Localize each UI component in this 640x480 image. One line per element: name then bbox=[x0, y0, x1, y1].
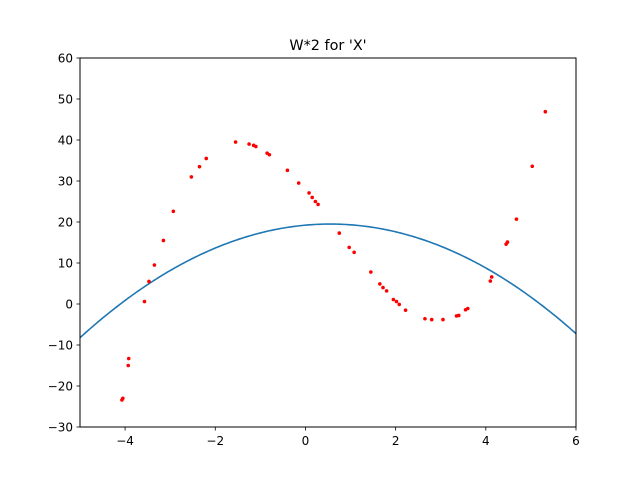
data-point bbox=[126, 363, 131, 368]
x-tick-label: 0 bbox=[302, 434, 310, 448]
data-point bbox=[171, 209, 176, 214]
data-point bbox=[397, 302, 402, 307]
data-point bbox=[307, 191, 311, 195]
data-point bbox=[233, 140, 238, 144]
data-point bbox=[142, 299, 147, 304]
data-point bbox=[254, 144, 258, 149]
data-point bbox=[488, 279, 493, 283]
data-point bbox=[514, 217, 519, 221]
data-point bbox=[313, 199, 318, 204]
data-point bbox=[337, 231, 342, 235]
data-point bbox=[391, 297, 396, 302]
y-tick-label: −20 bbox=[48, 379, 73, 393]
data-point bbox=[369, 270, 373, 274]
y-tick-label: 0 bbox=[65, 297, 73, 311]
chart-title: W*2 for 'X' bbox=[289, 38, 366, 54]
data-point bbox=[543, 109, 548, 114]
x-tick-label: 6 bbox=[572, 434, 580, 448]
data-point bbox=[378, 282, 382, 286]
y-tick-label: 10 bbox=[58, 256, 73, 270]
data-point bbox=[394, 299, 399, 304]
data-point bbox=[429, 317, 434, 322]
data-point bbox=[423, 316, 427, 321]
x-tick-label: −2 bbox=[206, 434, 224, 448]
y-tick-label: 20 bbox=[58, 215, 73, 229]
y-tick-label: 30 bbox=[58, 174, 73, 188]
y-tick-label: −10 bbox=[48, 338, 73, 352]
x-tick-label: −4 bbox=[116, 434, 134, 448]
data-point bbox=[152, 263, 157, 267]
data-point bbox=[285, 168, 290, 173]
data-point bbox=[530, 164, 535, 169]
fit-curve-line bbox=[80, 223, 576, 339]
data-point bbox=[316, 202, 320, 207]
plot-area bbox=[80, 109, 576, 402]
data-point bbox=[197, 164, 202, 169]
data-point bbox=[147, 279, 151, 284]
data-point bbox=[121, 396, 125, 401]
y-tick-label: 50 bbox=[58, 92, 73, 106]
x-tick-label: 2 bbox=[392, 434, 400, 448]
data-point bbox=[189, 175, 194, 179]
data-point bbox=[465, 306, 470, 311]
data-point bbox=[456, 313, 461, 318]
data-point bbox=[489, 275, 494, 279]
data-point bbox=[384, 289, 389, 293]
y-tick-label: −30 bbox=[48, 420, 73, 434]
data-point bbox=[381, 285, 385, 290]
data-point bbox=[296, 181, 301, 185]
axes-frame bbox=[79, 57, 577, 428]
data-point bbox=[204, 156, 209, 161]
y-tick-label: 40 bbox=[58, 133, 73, 147]
data-point bbox=[352, 250, 356, 255]
data-point bbox=[267, 152, 272, 157]
data-point bbox=[347, 245, 351, 250]
data-point bbox=[505, 240, 510, 244]
data-point bbox=[161, 238, 166, 243]
data-point bbox=[403, 308, 408, 312]
y-tick-label: 60 bbox=[58, 51, 73, 65]
data-point bbox=[310, 195, 315, 200]
data-point bbox=[247, 142, 251, 146]
data-point bbox=[126, 356, 131, 361]
data-point bbox=[441, 317, 445, 322]
x-tick-label: 4 bbox=[482, 434, 490, 448]
